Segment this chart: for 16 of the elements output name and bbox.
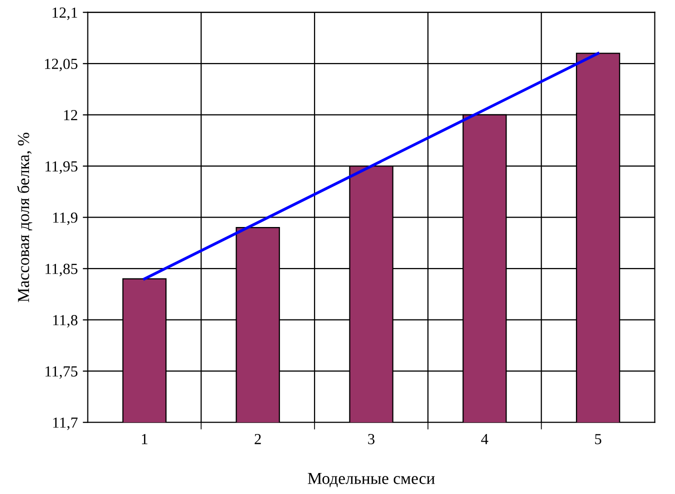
y-tick-label: 11,9: [53, 212, 78, 226]
y-tick-label: 12: [64, 110, 78, 120]
y-tick-label: 12,1: [52, 8, 78, 20]
y-axis-title: Массовая доля белка, %: [17, 132, 32, 302]
y-tick-label: 11,8: [53, 315, 78, 328]
y-tick-label: 12,05: [44, 58, 78, 72]
x-tick-label: 3: [368, 434, 374, 444]
x-tick-label: 1: [142, 434, 148, 444]
x-axis-title: Модельные смеси: [308, 472, 435, 488]
y-tick-label: 11,7: [53, 418, 78, 430]
y-tick-label: 11,95: [46, 161, 78, 174]
x-tick-label: 5: [595, 434, 602, 444]
x-tick-label: 2: [254, 434, 261, 444]
y-tick-label: 11,75: [46, 366, 78, 379]
y-tick-label: 11,85: [46, 264, 78, 276]
x-tick-label: 4: [481, 434, 488, 444]
